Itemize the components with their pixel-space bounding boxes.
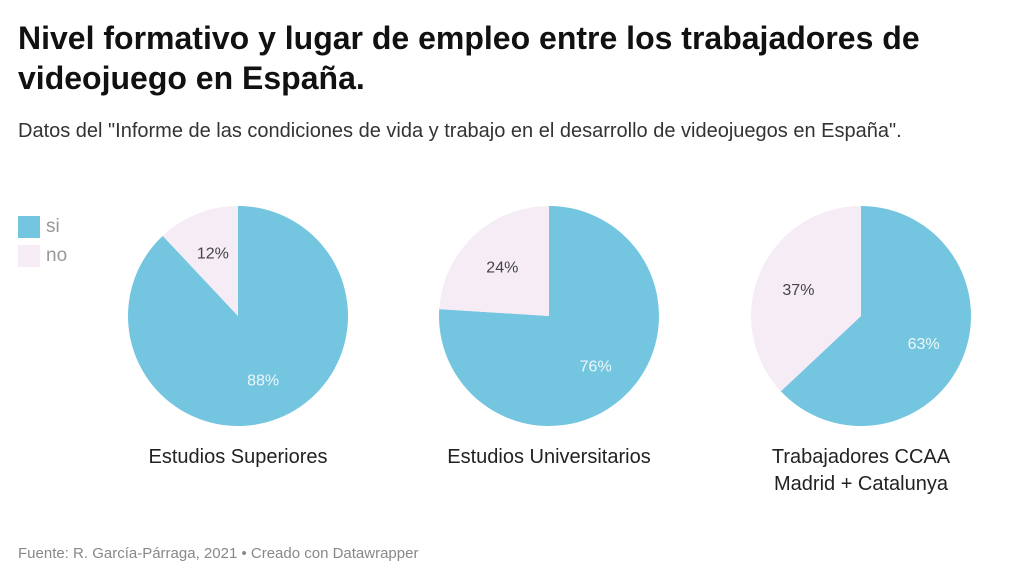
pie-2-slice-si [780, 206, 972, 426]
pie-1-value-label-no: 24% [486, 259, 518, 276]
pie-0-slice-si [127, 206, 348, 426]
pie-0-value-label-si: 88% [247, 372, 279, 389]
legend-item-no: no [18, 241, 67, 270]
pie-1-category-label: Estudios Universitarios [447, 446, 650, 468]
pie-2-category-label: Trabajadores CCAA [772, 446, 951, 468]
pie-0-value-label-no: 12% [197, 246, 229, 263]
pie-2-category-label: Madrid + Catalunya [774, 473, 949, 495]
legend-swatch-si [18, 215, 40, 238]
legend-swatch-no [18, 244, 40, 267]
pie-1-value-label-si: 76% [580, 359, 612, 376]
legend-label-no: no [46, 244, 68, 266]
legend-label-si: si [46, 215, 60, 237]
chart-title: Nivel formativo y lugar de empleo entre … [18, 20, 920, 96]
pie-1-slice-no [439, 206, 549, 316]
legend-item-si: si [18, 212, 67, 241]
source-footer: Fuente: R. García-Párraga, 2021 • Creado… [18, 545, 419, 562]
pie-0-slice-no [162, 206, 238, 316]
chart-subtitle: Datos del "Informe de las condiciones de… [18, 120, 902, 142]
legend: si no [18, 212, 67, 270]
pie-2-value-label-no: 37% [782, 282, 814, 299]
pie-2-value-label-si: 63% [908, 336, 940, 353]
pie-2-slice-no [751, 206, 861, 392]
pie-0-category-label: Estudios Superiores [149, 446, 328, 468]
